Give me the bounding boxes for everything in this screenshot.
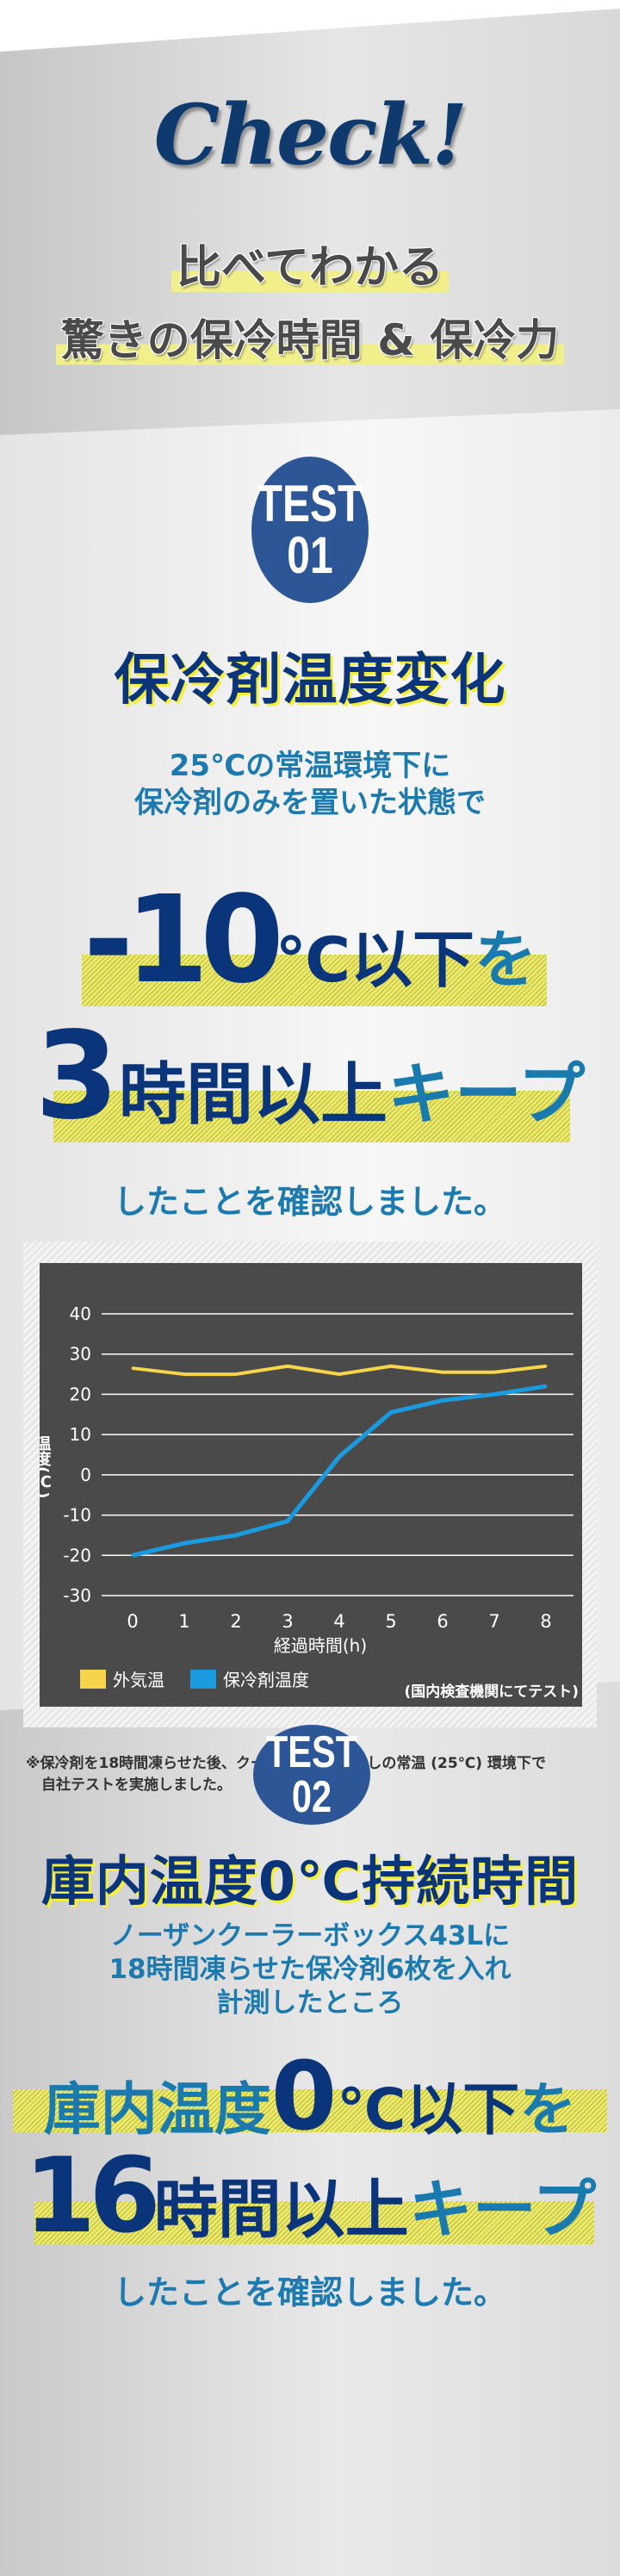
claim-tail: を (519, 2076, 577, 2143)
note-line: 自社テストを実施しました。 (41, 1776, 232, 1794)
x-axis-label: 経過時間(h) (274, 1635, 367, 1656)
claim-mid: 時間以上 (119, 1056, 388, 1134)
x-tick-label: 8 (540, 1611, 551, 1632)
temperature-chart: 40 30 20 10 0 -10 -20 -30 0 1 2 3 4 5 6 7 8 温度(℃) 経過時間(h… (40, 1263, 582, 1707)
body-line: 18時間凍らせた保冷剤6枚を入れ (108, 1953, 512, 1985)
x-tick-label: 0 (127, 1611, 138, 1632)
data-point (286, 1520, 289, 1523)
subheading-line2: 驚きの保冷時間 & 保冷力 (0, 306, 620, 368)
subheading-text1: 比べてわかる (171, 231, 449, 296)
chart-background (40, 1263, 582, 1707)
y-tick-label: -20 (63, 1545, 91, 1565)
data-point (441, 1398, 444, 1402)
test2-body: ノーザンクーラーボックス43Lに 18時間凍らせた保冷剤6枚を入れ 計測したとこ… (0, 1920, 620, 2019)
claim-number: 16 (23, 2137, 161, 2256)
subheading-text2: 驚きの保冷時間 & 保冷力 (55, 306, 565, 368)
x-tick-label: 1 (178, 1611, 189, 1632)
x-tick-label: 6 (437, 1611, 448, 1632)
data-point (338, 1372, 341, 1376)
highlight-hatch (82, 955, 547, 1006)
y-tick-label: 0 (80, 1465, 91, 1485)
data-point (234, 1534, 238, 1537)
badge-number: 01 (287, 526, 333, 584)
data-point (544, 1365, 548, 1368)
x-tick-label: 4 (333, 1611, 344, 1632)
y-tick-label: 40 (70, 1304, 91, 1324)
body-line: 25℃の常温環境下に (169, 749, 451, 783)
y-tick-label: 20 (70, 1384, 91, 1404)
data-point (183, 1541, 186, 1545)
test1-body: 25℃の常温環境下に 保冷剤のみを置いた状態で (0, 748, 620, 821)
data-point (389, 1410, 393, 1414)
check-heading: Check! (153, 86, 468, 184)
test2-claim2: 16時間以上キープ (0, 2145, 620, 2249)
data-point (286, 1365, 289, 1368)
claim-tail: を (474, 924, 537, 996)
highlight-hatch (13, 2089, 607, 2132)
claim-number: -10 (83, 870, 284, 1011)
test1-title: 保冷剤温度変化 (114, 649, 506, 712)
claim-tail: キープ (388, 1056, 586, 1134)
test1-claim1: -10℃以下を (0, 880, 620, 1001)
legend-swatch-icepack (190, 1670, 216, 1689)
test1-badge: TEST 01 (251, 457, 369, 603)
data-point (493, 1371, 496, 1374)
body-line: 保冷剤のみを置いた状態で (134, 785, 486, 820)
badge-number: 02 (291, 1772, 332, 1822)
y-tick-label: 30 (70, 1344, 91, 1365)
highlight-hatch (53, 1091, 570, 1142)
body-line: 計測したところ (216, 1987, 404, 2019)
y-tick-label: -30 (63, 1585, 91, 1606)
data-point (131, 1553, 134, 1557)
legend-swatch-outside (80, 1670, 106, 1689)
data-point (234, 1372, 238, 1376)
test2-claim1: 庫内温度0℃以下を (0, 2049, 620, 2144)
x-tick-label: 2 (230, 1611, 241, 1632)
claim-prefix: 庫内温度 (43, 2076, 271, 2143)
test2-title: 庫内温度0℃持続時間 (40, 1850, 580, 1913)
data-point (389, 1365, 393, 1368)
legend-label-icepack: 保冷剤温度 (223, 1670, 309, 1690)
test1-claim2: 3時間以上キープ (0, 1017, 620, 1137)
x-tick-label: 7 (488, 1611, 499, 1632)
badge-label: TEST (257, 475, 363, 532)
data-point (441, 1371, 444, 1374)
claim-unit: ℃以下 (337, 2076, 520, 2143)
test2-confirm: したことを確認しました。 (113, 2274, 506, 2312)
chart-annotation: (国内検査機関にてテスト) (404, 1683, 579, 1701)
subheading-line1: 比べてわかる (0, 231, 620, 296)
data-point (183, 1372, 186, 1376)
x-tick-label: 3 (282, 1611, 293, 1632)
y-tick-label: -10 (63, 1505, 91, 1526)
claim-unit: ℃以下 (275, 924, 475, 996)
test1-confirm: したことを確認しました。 (113, 1183, 506, 1221)
x-tick-label: 5 (385, 1611, 396, 1632)
claim-number: 0 (270, 2041, 338, 2151)
legend-label-outside: 外気温 (113, 1670, 164, 1690)
highlight-hatch (34, 2201, 594, 2244)
data-point (338, 1455, 341, 1459)
test2-badge: TEST 02 (253, 1725, 370, 1825)
claim-tail: キープ (408, 2173, 597, 2247)
claim-mid: 時間以上 (153, 2173, 409, 2247)
y-axis-label: 温度(℃) (40, 1435, 52, 1499)
claim-number: 3 (34, 1006, 120, 1147)
body-line: ノーザンクーラーボックス43Lに (109, 1920, 511, 1951)
badge-label: TEST (265, 1727, 358, 1777)
data-point (131, 1366, 134, 1370)
data-point (493, 1392, 496, 1396)
y-tick-label: 10 (70, 1424, 91, 1445)
data-point (544, 1384, 548, 1388)
header-band (0, 9, 620, 435)
